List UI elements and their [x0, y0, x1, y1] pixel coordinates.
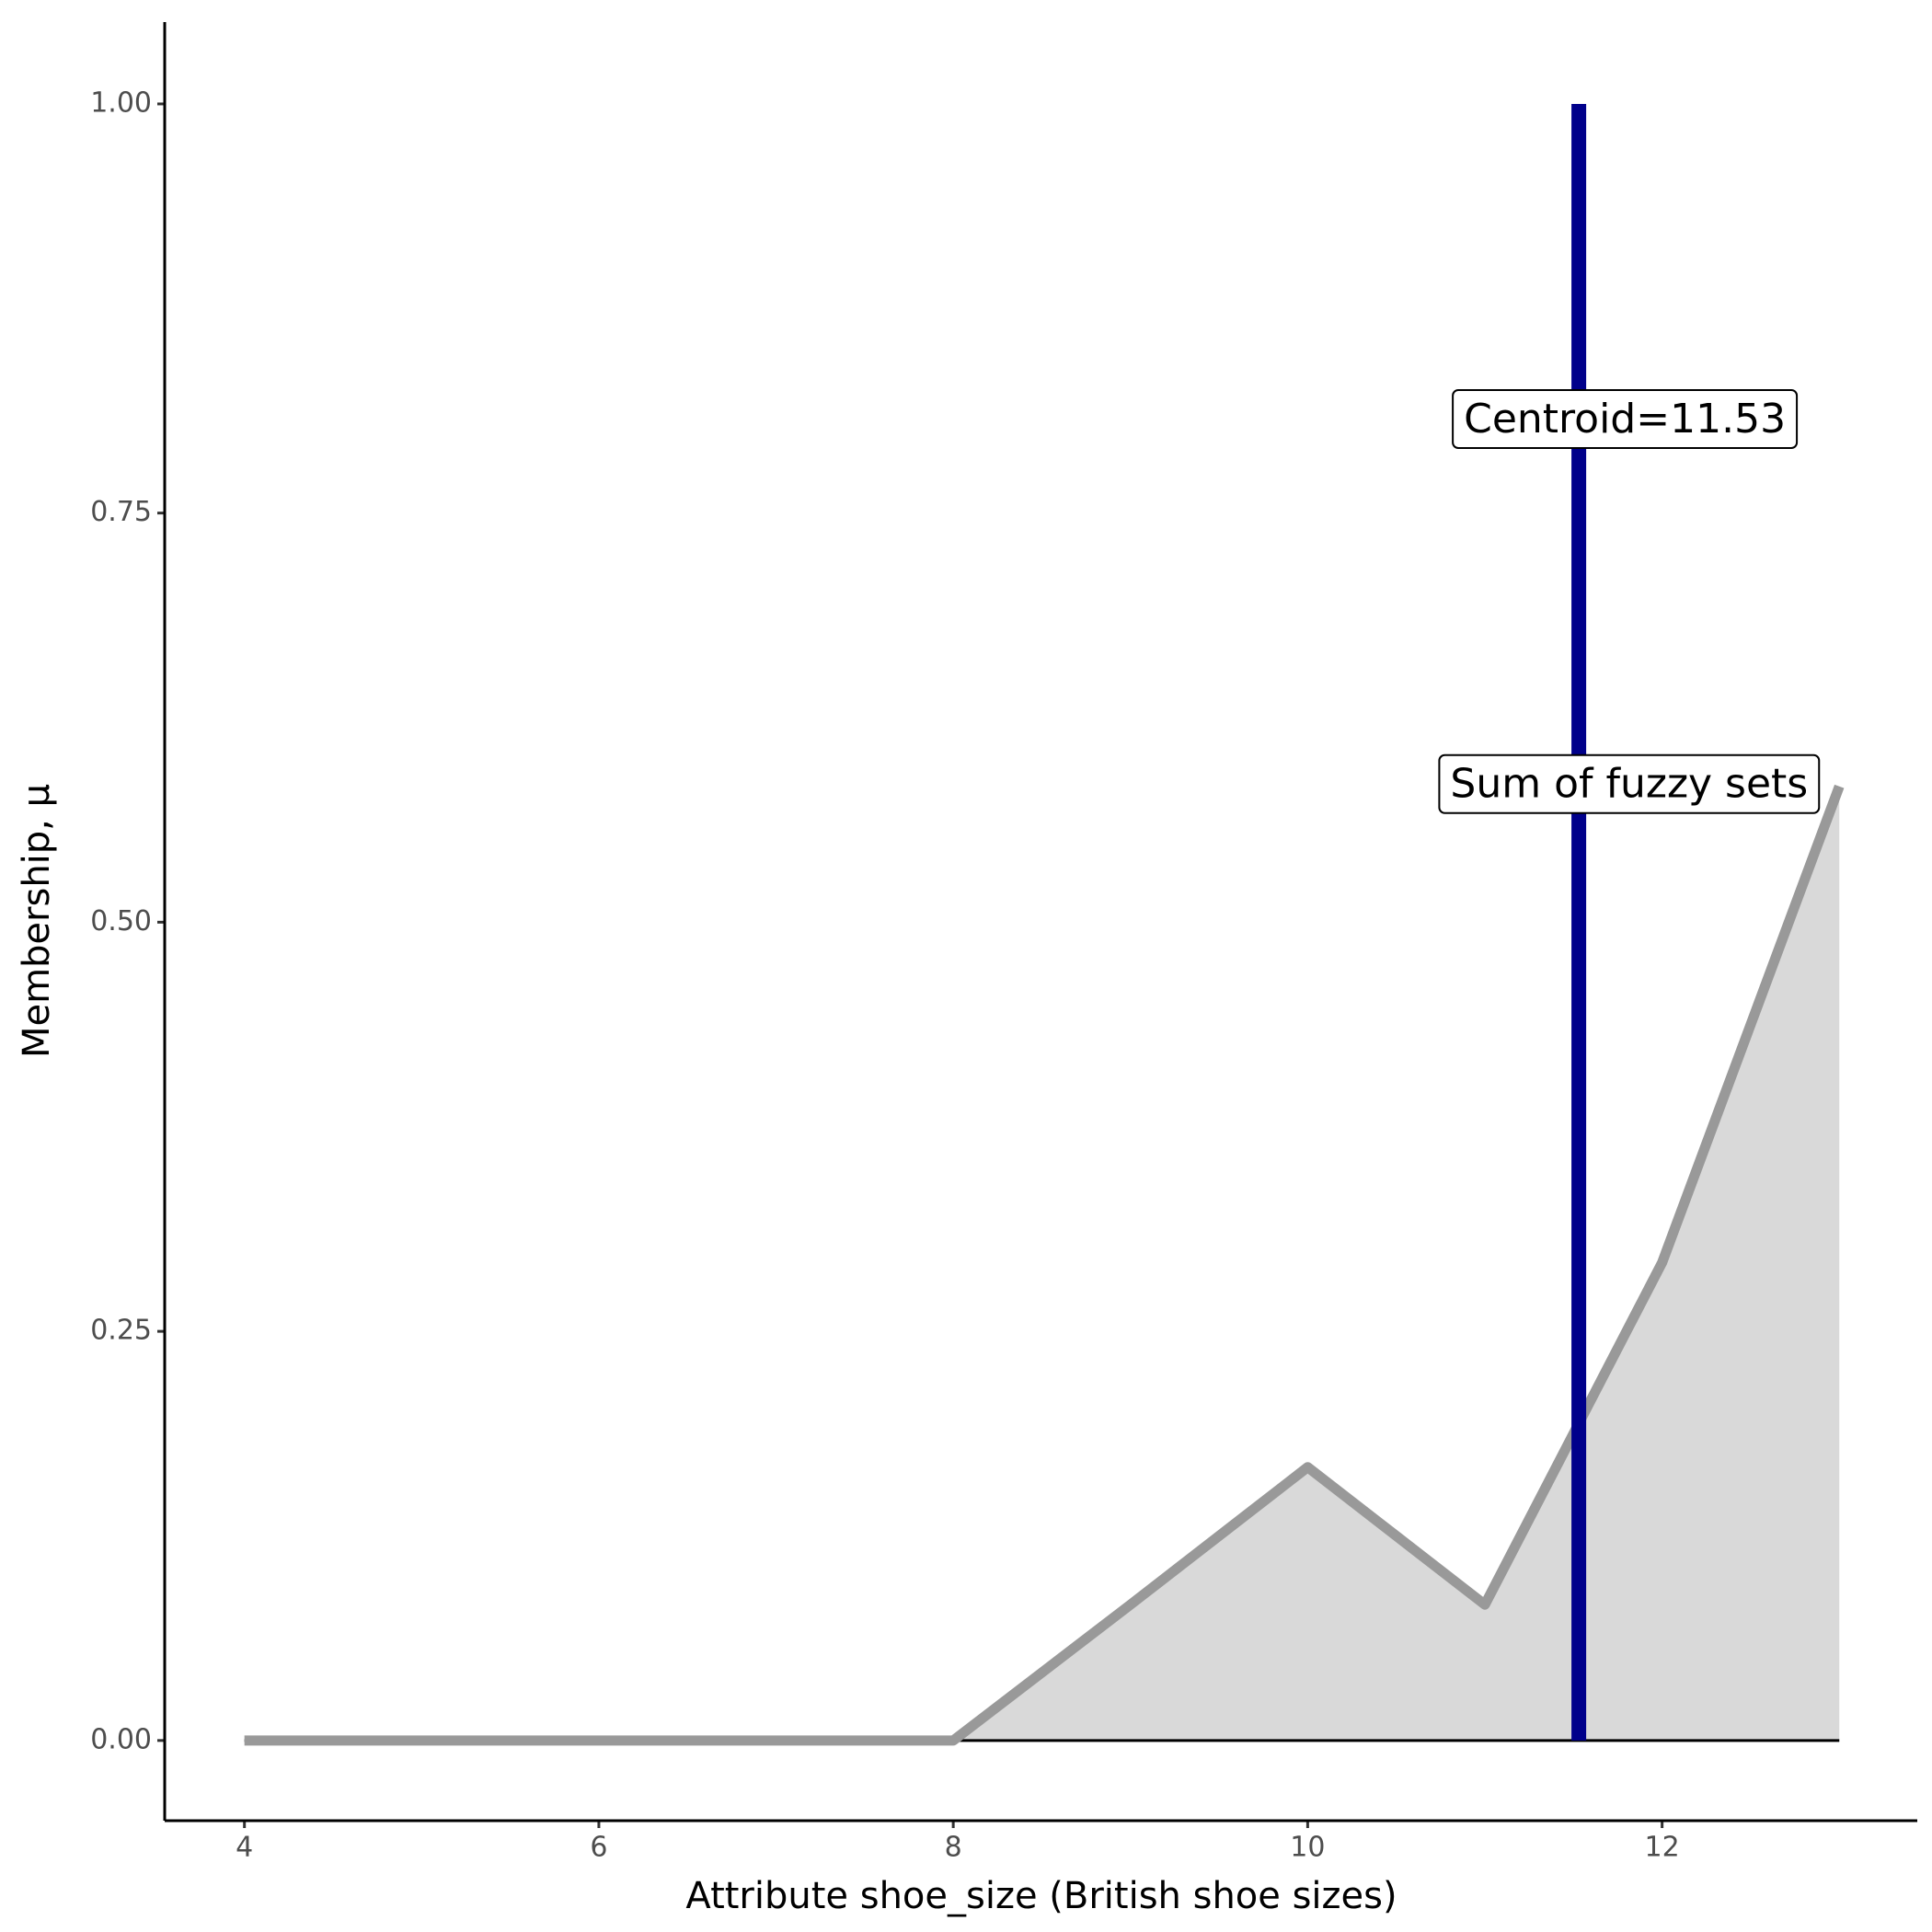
- series-label-text: Sum of fuzzy sets: [1450, 761, 1808, 808]
- y-tick-label: 0.50: [90, 905, 152, 937]
- x-tick-label: 12: [1645, 1832, 1680, 1864]
- x-tick-label: 6: [590, 1832, 607, 1864]
- y-axis-title: Membership, μ: [16, 784, 58, 1058]
- y-tick-label: 0.25: [90, 1315, 152, 1347]
- area-fill: [244, 786, 1840, 1741]
- label-box: [1452, 389, 1799, 450]
- x-tick-label: 4: [236, 1832, 253, 1864]
- series-label: Sum of fuzzy sets: [1438, 753, 1821, 814]
- x-axis-title: Attribute shoe_size (British shoe sizes): [685, 1875, 1397, 1917]
- y-tick-label: 0.75: [90, 496, 152, 528]
- y-tick-label: 1.00: [90, 86, 152, 119]
- centroid-label-text: Centroid=11.53: [1464, 396, 1786, 443]
- label-box: [1438, 753, 1821, 814]
- x-tick-label: 10: [1290, 1832, 1325, 1864]
- x-tick-label: 8: [945, 1832, 962, 1864]
- y-tick-label: 0.00: [90, 1723, 152, 1755]
- centroid-label: Centroid=11.53: [1452, 389, 1799, 450]
